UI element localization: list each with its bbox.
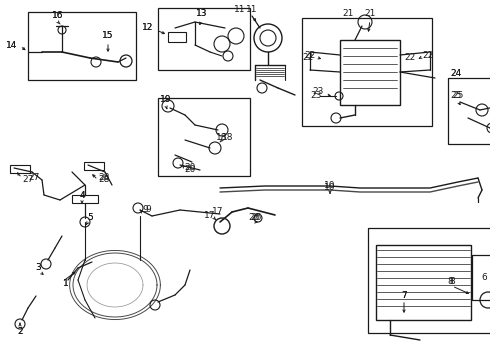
Text: 5: 5: [87, 213, 93, 222]
Text: 4: 4: [79, 192, 85, 201]
Text: 27: 27: [28, 174, 40, 183]
Text: 1: 1: [63, 279, 69, 288]
Text: 22: 22: [404, 54, 416, 63]
Text: 10: 10: [324, 184, 336, 193]
Text: 11: 11: [234, 5, 246, 14]
Bar: [472, 255, 490, 300]
Text: 14: 14: [6, 41, 18, 50]
Text: 22: 22: [302, 54, 314, 63]
Text: 27: 27: [23, 175, 34, 184]
Text: 23: 23: [310, 90, 322, 99]
Text: 8: 8: [449, 278, 455, 287]
Bar: [158, 98, 250, 176]
Text: 25: 25: [450, 91, 462, 100]
Bar: [368, 228, 490, 333]
Text: 3: 3: [35, 264, 41, 273]
Text: 9: 9: [142, 206, 148, 215]
Text: 23: 23: [312, 87, 324, 96]
Bar: [72, 195, 98, 203]
Bar: [302, 18, 432, 126]
Bar: [340, 40, 400, 105]
Bar: [168, 32, 186, 42]
Text: 17: 17: [204, 211, 216, 220]
Text: 24: 24: [450, 69, 462, 78]
Text: 18: 18: [216, 134, 228, 143]
Text: 9: 9: [145, 206, 151, 215]
Text: 13: 13: [196, 9, 208, 18]
Bar: [448, 78, 490, 144]
Text: 26: 26: [248, 213, 260, 222]
Text: 14: 14: [6, 41, 18, 50]
Text: 22: 22: [422, 50, 434, 59]
Text: 25: 25: [452, 91, 464, 100]
Text: 22: 22: [304, 50, 316, 59]
Text: 21: 21: [343, 9, 354, 18]
Text: 16: 16: [52, 12, 64, 21]
Text: 26: 26: [250, 213, 262, 222]
Text: 5: 5: [87, 213, 93, 222]
Text: 12: 12: [142, 23, 154, 32]
Bar: [376, 245, 471, 320]
Text: 20: 20: [184, 166, 196, 175]
Text: 7: 7: [401, 292, 407, 301]
Text: 24: 24: [450, 69, 462, 78]
Text: 18: 18: [222, 134, 234, 143]
Text: 7: 7: [401, 292, 407, 301]
Text: 21: 21: [364, 9, 376, 18]
Text: 16: 16: [52, 12, 64, 21]
Text: 17: 17: [212, 207, 224, 216]
Text: 10: 10: [324, 181, 336, 190]
Text: 4: 4: [79, 192, 85, 201]
Text: 28: 28: [98, 175, 110, 184]
Bar: [158, 8, 250, 70]
Text: 12: 12: [142, 23, 154, 32]
Text: 19: 19: [160, 95, 172, 104]
Text: 2: 2: [17, 328, 23, 337]
Bar: [84, 162, 104, 170]
Text: 6: 6: [481, 274, 487, 283]
Text: 3: 3: [35, 264, 41, 273]
Text: 28: 28: [98, 174, 110, 183]
Bar: [28, 12, 136, 80]
Text: 8: 8: [447, 278, 453, 287]
Text: 13: 13: [196, 9, 208, 18]
Text: 1: 1: [63, 279, 69, 288]
Text: 11: 11: [246, 5, 258, 14]
Text: 2: 2: [17, 328, 23, 337]
Text: 20: 20: [184, 163, 196, 172]
Text: 15: 15: [102, 31, 114, 40]
Bar: [10, 165, 30, 173]
Text: 15: 15: [102, 31, 114, 40]
Text: 19: 19: [160, 95, 172, 104]
